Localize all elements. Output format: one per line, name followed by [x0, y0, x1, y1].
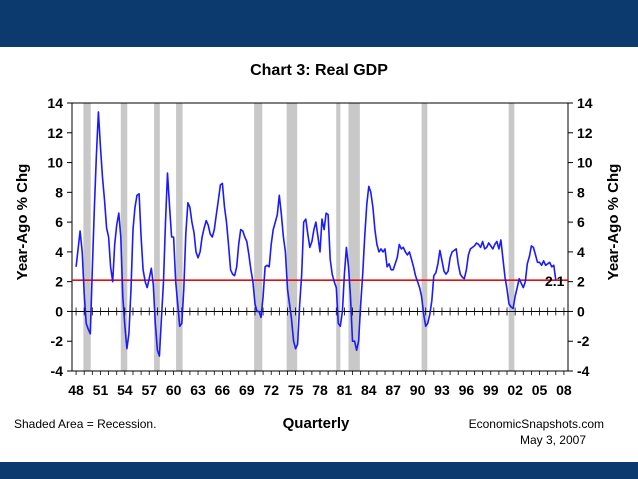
y-tick-label-right: 2 — [577, 274, 585, 290]
x-tick-label: 72 — [263, 382, 279, 398]
axis-tick-marks — [67, 102, 573, 375]
x-tick-label: 51 — [93, 382, 109, 398]
recession-band — [421, 103, 428, 371]
recession-note: Shaded Area = Recession. — [14, 417, 156, 431]
x-tick-label: 81 — [337, 382, 353, 398]
recession-band — [336, 103, 341, 371]
x-tick-label: 96 — [459, 382, 475, 398]
y-tick-label-left: 8 — [55, 184, 63, 200]
y-tick-label-left: 12 — [47, 125, 63, 141]
y-tick-label-left: 10 — [47, 155, 63, 171]
x-tick-label: 05 — [532, 382, 548, 398]
x-tick-label: 87 — [385, 382, 401, 398]
y-tick-label-left: 0 — [55, 303, 63, 319]
y-tick-label-left: 6 — [55, 214, 63, 230]
y-axis-right-labels: 14 12 10 8 6 4 2 0 -2 -4 — [577, 95, 593, 379]
y-tick-label-left: 2 — [55, 274, 63, 290]
y-tick-label-right: -4 — [577, 363, 590, 379]
x-axis-labels: 48 51 54 57 60 63 66 69 72 75 78 81 84 87 90 93 96 99 02 05… — [68, 382, 572, 398]
recession-band — [176, 103, 183, 371]
bottom-banner — [0, 462, 638, 479]
top-banner — [0, 0, 638, 47]
publish-date: May 3, 2007 — [520, 433, 586, 447]
x-tick-label: 90 — [410, 382, 426, 398]
recession-band — [120, 103, 128, 371]
x-tick-label: 69 — [239, 382, 255, 398]
plot-area — [71, 102, 569, 372]
recession-band — [154, 103, 160, 371]
y-tick-label-right: 0 — [577, 303, 585, 319]
chart-title: Chart 3: Real GDP — [250, 62, 388, 79]
recession-band — [254, 103, 263, 371]
y-tick-label-right: 4 — [577, 244, 585, 260]
recession-band — [286, 103, 298, 371]
x-tick-label: 54 — [117, 382, 133, 398]
y-tick-label-left: -4 — [51, 363, 64, 379]
y-tick-label-left: -2 — [51, 333, 64, 349]
recession-band — [508, 103, 515, 371]
x-axis-title: Quarterly — [283, 415, 350, 432]
y-axis-title-right: Year-Ago % Chg — [605, 164, 622, 281]
y-tick-label-left: 4 — [55, 244, 63, 260]
x-tick-label: 93 — [434, 382, 450, 398]
y-axis-left-labels: 14 12 10 8 6 4 2 0 -2 -4 — [47, 95, 63, 379]
reference-value-label: 2.1 — [545, 273, 565, 289]
gdp-series-line — [75, 111, 557, 357]
x-tick-label: 84 — [361, 382, 377, 398]
recession-band — [83, 103, 91, 371]
y-tick-label-right: 10 — [577, 155, 593, 171]
source-credit: EconomicSnapshots.com — [469, 417, 604, 431]
y-axis-title-left: Year-Ago % Chg — [14, 164, 31, 281]
x-tick-label: 99 — [483, 382, 499, 398]
recession-shading — [83, 103, 515, 371]
y-tick-label-left: 14 — [47, 95, 63, 111]
x-tick-label: 48 — [68, 382, 84, 398]
y-tick-label-right: 12 — [577, 125, 593, 141]
y-tick-label-right: 14 — [577, 95, 593, 111]
x-tick-label: 78 — [312, 382, 328, 398]
recession-band — [348, 103, 360, 371]
x-tick-label: 63 — [190, 382, 206, 398]
x-tick-label: 60 — [166, 382, 182, 398]
x-tick-label: 57 — [141, 382, 157, 398]
x-tick-label: 75 — [288, 382, 304, 398]
y-tick-label-right: -2 — [577, 333, 590, 349]
y-tick-label-right: 8 — [577, 184, 585, 200]
y-tick-label-right: 6 — [577, 214, 585, 230]
x-tick-label: 02 — [507, 382, 523, 398]
x-tick-label: 08 — [556, 382, 572, 398]
x-tick-label: 66 — [215, 382, 231, 398]
